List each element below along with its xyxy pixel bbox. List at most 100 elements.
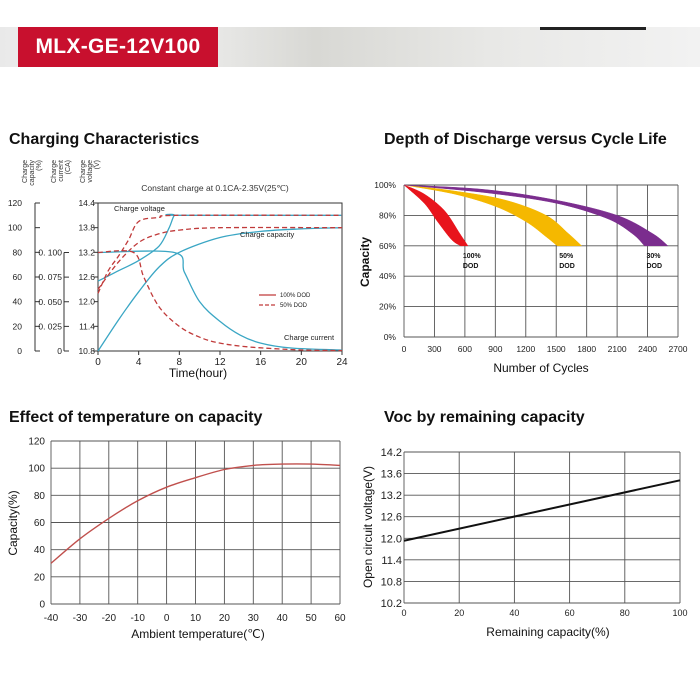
charging-curve-label: Charge voltage (114, 204, 165, 213)
voc-y-tick-label: 14.2 (381, 447, 402, 459)
temp-x-tick-label: 40 (277, 613, 289, 624)
temp-x-tick-label: -30 (73, 613, 88, 624)
charging-series-line (97, 250, 343, 351)
dod-series-area (403, 184, 669, 247)
voc-x-tick-label: 0 (401, 608, 406, 618)
voc-x-tick-label: 40 (509, 608, 519, 618)
temp-x-tick-label: 10 (190, 613, 202, 624)
charging-voltage-axis-label: Charge (80, 160, 87, 183)
voc-y-tick-label: 13.6 (381, 469, 402, 481)
dod-x-tick-label: 0 (402, 344, 407, 354)
dod-xlabel: Number of Cycles (493, 361, 588, 375)
dod-y-tick-label: 100% (374, 180, 396, 190)
charging-x-tick-label: 12 (214, 357, 226, 368)
charging-x-tick-label: 16 (255, 357, 267, 368)
charging-xlabel: Time(hour) (169, 366, 227, 380)
voc-x-tick-label: 60 (565, 608, 575, 618)
model-title: MLX-GE-12V100 (18, 27, 218, 67)
temp-y-tick-label: 0 (39, 600, 45, 611)
temp-x-tick-label: 0 (164, 613, 170, 624)
voc-y-tick-label: 12.6 (381, 512, 402, 524)
dod-y-tick-label: 40% (379, 271, 396, 281)
temp-y-tick-label: 100 (28, 464, 45, 475)
temp-x-tick-label: -10 (130, 613, 145, 624)
voc-y-tick-label: 10.2 (381, 598, 402, 610)
charging-voltage-tick-label: 12.6 (78, 272, 95, 282)
charging-voltage-tick-label: 13.2 (78, 247, 95, 257)
voc-xlabel: Remaining capacity(%) (486, 625, 609, 639)
dod-ylabel: Capacity (358, 237, 372, 287)
temp-y-tick-label: 80 (34, 491, 46, 502)
charging-capacity-tick-label: 60 (13, 272, 23, 282)
temperature-section-title: Effect of temperature on capacity (9, 409, 263, 426)
dod-series-area (403, 184, 583, 247)
dod-series-label: 50% (559, 253, 574, 260)
charging-capacity-axis-label: capacity (29, 160, 36, 186)
charging-curve-label: Charge current (284, 333, 335, 342)
charging-current-axis-label: current (58, 160, 65, 182)
temp-xlabel: Ambient temperature(℃) (131, 627, 265, 641)
dod-section-title: Depth of Discharge versus Cycle Life (384, 131, 667, 148)
voc-series-line (403, 479, 681, 542)
dod-series-label: 30% (647, 253, 662, 260)
dod-x-tick-label: 600 (458, 344, 472, 354)
charging-current-tick-label: 0. 100 (38, 248, 62, 258)
temp-x-tick-label: 20 (219, 613, 231, 624)
voc-y-tick-label: 10.8 (381, 576, 402, 588)
charging-section-title: Charging Characteristics (9, 131, 200, 148)
voc-x-tick-label: 20 (454, 608, 464, 618)
charging-voltage-tick-label: 13.8 (78, 223, 95, 233)
charging-capacity-tick-label: 20 (13, 321, 23, 331)
charging-current-axis-label: (CA) (65, 160, 72, 174)
dod-x-tick-label: 2400 (638, 344, 657, 354)
temp-x-tick-label: -20 (102, 613, 117, 624)
voc-y-tick-label: 13.2 (381, 490, 402, 502)
charging-x-tick-label: 0 (95, 357, 101, 368)
dod-x-tick-label: 300 (427, 344, 441, 354)
charging-voltage-tick-label: 12.0 (78, 297, 95, 307)
voc-section-title: Voc by remaining capacity (384, 409, 585, 426)
voc-y-tick-label: 11.4 (381, 555, 402, 567)
dod-x-tick-label: 2700 (669, 344, 688, 354)
temp-y-tick-label: 120 (28, 437, 45, 448)
charging-current-tick-label: 0. 050 (38, 297, 62, 307)
voc-x-tick-label: 100 (672, 608, 687, 618)
dod-y-tick-label: 80% (379, 210, 396, 220)
charging-x-tick-label: 24 (336, 357, 348, 368)
temp-ylabel: Capacity(%) (6, 490, 20, 555)
dod-y-tick-label: 20% (379, 302, 396, 312)
charging-capacity-tick-label: 0 (17, 346, 22, 356)
charging-series-line (97, 226, 343, 290)
charging-voltage-tick-label: 14.4 (78, 198, 95, 208)
charging-current-tick-label: 0. 025 (38, 321, 62, 331)
temp-y-tick-label: 40 (34, 545, 46, 556)
dod-y-tick-label: 0% (384, 332, 397, 342)
charging-series-line (97, 227, 343, 352)
charging-x-tick-label: 8 (177, 357, 183, 368)
banner-accent-bar (540, 27, 646, 30)
charging-capacity-tick-label: 80 (13, 247, 23, 257)
charging-series-line (97, 250, 343, 352)
dod-x-tick-label: 1800 (577, 344, 596, 354)
charging-voltage-axis-label: (V) (94, 160, 101, 169)
charging-capacity-tick-label: 40 (13, 297, 23, 307)
charging-current-tick-label: 0 (57, 346, 62, 356)
temp-x-tick-label: 50 (306, 613, 318, 624)
dod-series-label: DOD (647, 263, 663, 270)
dod-series-label: DOD (559, 263, 575, 270)
charging-current-axis-label: Charge (51, 160, 58, 183)
temp-y-tick-label: 20 (34, 572, 46, 583)
charging-subtitle: Constant charge at 0.1CA-2.35V(25℃) (141, 183, 289, 193)
dod-series-label: DOD (463, 263, 479, 270)
dod-x-tick-label: 1200 (516, 344, 535, 354)
temp-x-tick-label: 60 (334, 613, 346, 624)
dod-x-tick-label: 900 (488, 344, 502, 354)
dod-series-area (403, 184, 469, 247)
temp-x-tick-label: -40 (44, 613, 59, 624)
charging-capacity-axis-label: Charge (22, 160, 29, 183)
charging-capacity-tick-label: 100 (8, 223, 22, 233)
charging-legend-label: 100% DOD (280, 293, 311, 299)
temp-y-tick-label: 60 (34, 518, 46, 529)
